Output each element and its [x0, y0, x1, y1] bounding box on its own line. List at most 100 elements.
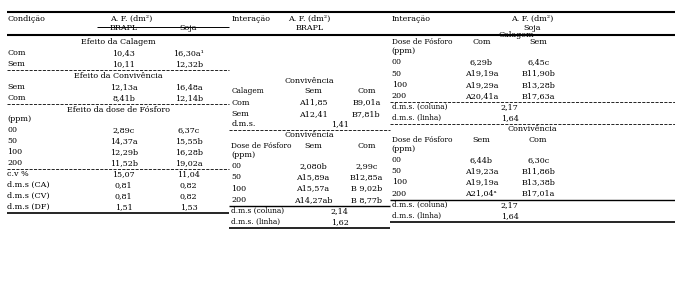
Text: A15,57a: A15,57a	[297, 185, 329, 192]
Text: 0,81: 0,81	[115, 192, 132, 200]
Text: 15,07: 15,07	[113, 170, 135, 178]
Text: A11,85: A11,85	[299, 99, 327, 107]
Text: Soja: Soja	[524, 24, 542, 32]
Text: d.m.s. (coluna): d.m.s. (coluna)	[391, 103, 447, 111]
Text: 8,41b: 8,41b	[113, 94, 135, 102]
Text: 6,45c: 6,45c	[527, 59, 549, 67]
Text: 200: 200	[391, 189, 407, 198]
Text: 200: 200	[231, 196, 246, 204]
Text: Convivência: Convivência	[285, 131, 334, 139]
Text: 100: 100	[391, 81, 407, 89]
Text: 2,99c: 2,99c	[355, 162, 378, 170]
Text: 10,43: 10,43	[113, 49, 135, 57]
Text: A19,23a: A19,23a	[464, 167, 498, 175]
Text: c.v %: c.v %	[8, 170, 29, 178]
Text: d.m.s. (linha): d.m.s. (linha)	[391, 114, 441, 122]
Text: 200: 200	[391, 92, 407, 100]
Text: 0,82: 0,82	[180, 181, 197, 189]
Text: 16,30a¹: 16,30a¹	[173, 49, 204, 57]
Text: 2,17: 2,17	[501, 103, 518, 111]
Text: 16,48a: 16,48a	[175, 83, 203, 91]
Text: 2,14: 2,14	[331, 207, 349, 215]
Text: 1,64: 1,64	[501, 212, 519, 220]
Text: 6,44b: 6,44b	[470, 156, 493, 164]
Text: Sem: Sem	[304, 142, 322, 150]
Text: 6,29b: 6,29b	[470, 59, 493, 67]
Text: 00: 00	[231, 162, 241, 170]
Text: 2,17: 2,17	[501, 201, 518, 209]
Text: A. F. (dm²): A. F. (dm²)	[288, 15, 331, 23]
Text: Com: Com	[472, 38, 490, 46]
Text: Efeito da Calagem: Efeito da Calagem	[80, 38, 155, 46]
Text: 100: 100	[391, 178, 407, 187]
Text: Dose de Fósforo: Dose de Fósforo	[391, 38, 452, 46]
Text: Com: Com	[8, 94, 26, 102]
Text: 1,41: 1,41	[331, 120, 349, 128]
Text: Sem: Sem	[8, 60, 25, 68]
Text: B17,01a: B17,01a	[522, 189, 555, 198]
Text: Calagem: Calagem	[499, 31, 534, 39]
Text: Sem: Sem	[8, 83, 25, 91]
Text: Com: Com	[529, 136, 548, 144]
Text: Calagem: Calagem	[231, 88, 264, 96]
Text: (ppm): (ppm)	[391, 47, 416, 55]
Text: 1,51: 1,51	[115, 203, 133, 211]
Text: d.m.s. (linha): d.m.s. (linha)	[391, 212, 441, 220]
Text: A. F. (dm²): A. F. (dm²)	[512, 15, 554, 23]
Text: B7,81b: B7,81b	[352, 110, 381, 118]
Text: B 9,02b: B 9,02b	[351, 185, 382, 192]
Text: 00: 00	[391, 156, 402, 164]
Text: A19,29a: A19,29a	[464, 81, 498, 89]
Text: BRAPL: BRAPL	[295, 24, 324, 32]
Text: Dose de Fósforo: Dose de Fósforo	[391, 136, 452, 144]
Text: 6,30c: 6,30c	[527, 156, 549, 164]
Text: 1,53: 1,53	[180, 203, 198, 211]
Text: (ppm): (ppm)	[391, 145, 416, 153]
Text: 50: 50	[391, 167, 402, 175]
Text: 0,81: 0,81	[115, 181, 132, 189]
Text: Convivência: Convivência	[285, 77, 334, 85]
Text: 200: 200	[8, 159, 23, 167]
Text: Com: Com	[231, 99, 250, 107]
Text: A19,19a: A19,19a	[464, 178, 498, 187]
Text: 1,64: 1,64	[501, 114, 519, 122]
Text: Sem: Sem	[231, 110, 249, 118]
Text: 19,02a: 19,02a	[175, 159, 203, 167]
Text: 50: 50	[8, 137, 18, 145]
Text: Com: Com	[357, 88, 376, 96]
Text: 00: 00	[391, 59, 402, 67]
Text: Condição: Condição	[8, 15, 46, 23]
Text: (ppm): (ppm)	[8, 115, 32, 123]
Text: d.m.s. (linha): d.m.s. (linha)	[231, 218, 280, 226]
Text: Soja: Soja	[180, 24, 197, 32]
Text: A. F. (dm²): A. F. (dm²)	[110, 15, 153, 23]
Text: Sem: Sem	[304, 88, 322, 96]
Text: Com: Com	[8, 49, 26, 57]
Text: BRAPL: BRAPL	[110, 24, 138, 32]
Text: Interação: Interação	[391, 15, 431, 23]
Text: 10,11: 10,11	[113, 60, 135, 68]
Text: B11,86b: B11,86b	[521, 167, 555, 175]
Text: 11,04: 11,04	[177, 170, 200, 178]
Text: 100: 100	[231, 185, 246, 192]
Text: A14,27ab: A14,27ab	[294, 196, 332, 204]
Text: 14,37a: 14,37a	[110, 137, 138, 145]
Text: B13,38b: B13,38b	[521, 178, 555, 187]
Text: 100: 100	[8, 148, 23, 156]
Text: A19,19a: A19,19a	[464, 69, 498, 78]
Text: d.m.s (CV): d.m.s (CV)	[8, 192, 50, 200]
Text: Dose de Fósforo: Dose de Fósforo	[231, 142, 292, 150]
Text: Sem: Sem	[529, 38, 547, 46]
Text: d.m.s.: d.m.s.	[231, 120, 256, 128]
Text: B11,90b: B11,90b	[521, 69, 555, 78]
Text: 2,89c: 2,89c	[113, 126, 135, 134]
Text: 12,13a: 12,13a	[110, 83, 138, 91]
Text: d.m.s (CA): d.m.s (CA)	[8, 181, 50, 189]
Text: B12,85a: B12,85a	[350, 173, 383, 181]
Text: 00: 00	[8, 126, 18, 134]
Text: A21,04ᵃ: A21,04ᵃ	[466, 189, 497, 198]
Text: 12,29b: 12,29b	[110, 148, 138, 156]
Text: B 8,77b: B 8,77b	[351, 196, 382, 204]
Text: 16,28b: 16,28b	[175, 148, 203, 156]
Text: A12,41: A12,41	[299, 110, 327, 118]
